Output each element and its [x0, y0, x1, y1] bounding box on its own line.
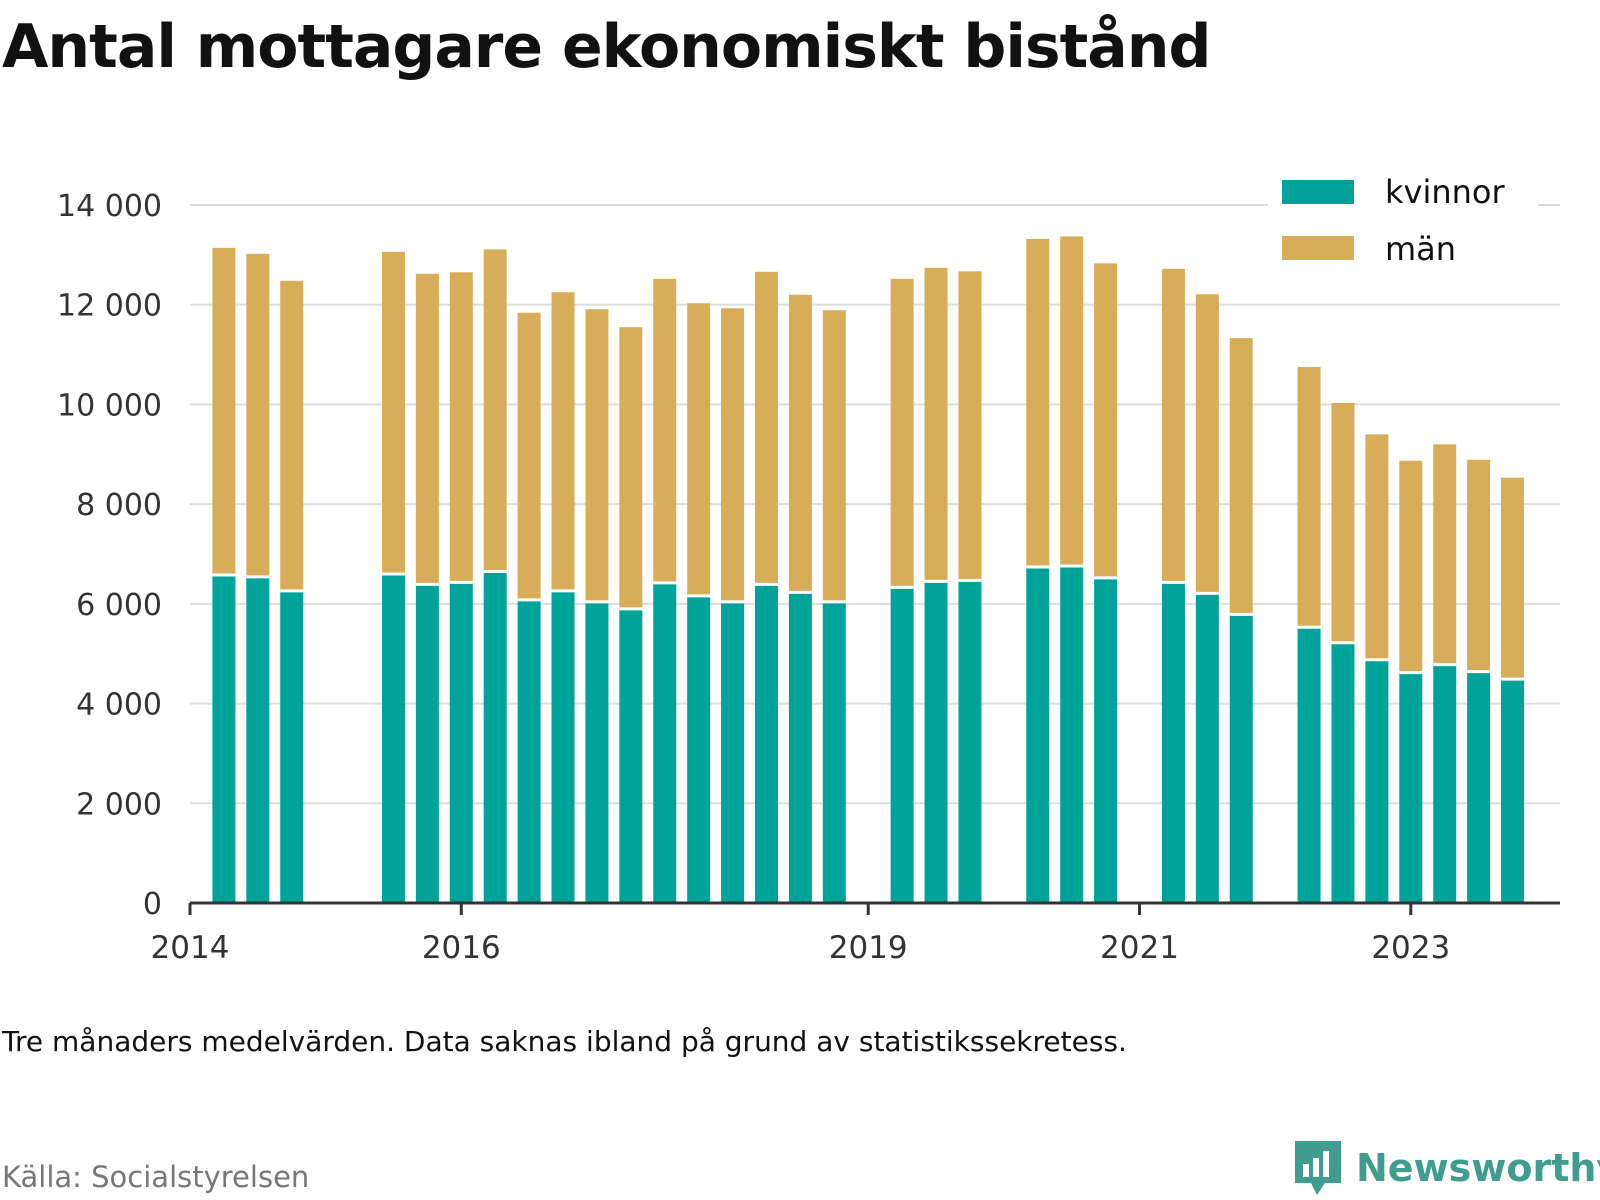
chart-note: Tre månaders medelvärden. Data saknas ib…	[2, 1025, 1127, 1058]
bar-man	[890, 278, 914, 588]
bar-kvinnor	[1433, 664, 1457, 903]
bar-kvinnor	[1161, 582, 1185, 903]
bar-kvinnor	[1501, 679, 1525, 903]
bar-man	[1331, 402, 1355, 643]
newsworthy-icon	[1295, 1141, 1341, 1195]
bar-kvinnor	[1467, 671, 1491, 903]
legend: kvinnor män	[1268, 168, 1538, 268]
bar-man	[1026, 238, 1050, 567]
bar-kvinnor	[449, 582, 473, 903]
bar-man	[1297, 367, 1321, 628]
bar-man	[1399, 460, 1423, 673]
bar-kvinnor	[1399, 672, 1423, 903]
y-tick-label: 10 000	[57, 388, 162, 423]
bar-man	[788, 294, 812, 593]
bar-kvinnor	[924, 581, 948, 903]
bar-man	[958, 271, 982, 581]
brand-name: Newsworthy	[1356, 1146, 1600, 1190]
bar-kvinnor	[890, 587, 914, 903]
bar-kvinnor	[1060, 565, 1084, 903]
bar-kvinnor	[1094, 577, 1118, 903]
bar-man	[687, 303, 711, 596]
bar-man	[1094, 263, 1118, 578]
bar-man	[721, 308, 745, 602]
bar-man	[924, 267, 948, 582]
bar-kvinnor	[1331, 642, 1355, 903]
chart-title: Antal mottagare ekonomiskt bistånd	[2, 12, 1211, 82]
chart-svg: 0 2 000 4 000 6 000 8 000 10 000 12 000 14 000 2…	[57, 168, 1560, 966]
x-tick-label: 2019	[829, 930, 908, 966]
bar-kvinnor	[212, 574, 236, 903]
bar-kvinnor	[721, 601, 745, 903]
bar-kvinnor	[822, 601, 846, 903]
x-tick-label: 2023	[1371, 930, 1450, 966]
bar-kvinnor	[1365, 659, 1389, 903]
bar-kvinnor	[1195, 593, 1219, 903]
bar-man	[246, 253, 270, 577]
bar-man	[653, 278, 677, 583]
bar-man	[585, 309, 609, 602]
source-label: Källa: Socialstyrelsen	[2, 1160, 310, 1194]
bar-man	[1467, 459, 1491, 672]
y-tick-label: 4 000	[76, 688, 162, 723]
bar-kvinnor	[585, 601, 609, 903]
y-tick-label: 14 000	[57, 189, 162, 224]
bar-man	[822, 310, 846, 602]
x-tick-label: 2016	[422, 930, 501, 966]
bar-kvinnor	[788, 592, 812, 903]
bar-kvinnor	[280, 590, 304, 903]
bar-man	[280, 280, 304, 591]
bar-kvinnor	[619, 608, 643, 903]
y-tick-label: 8 000	[76, 488, 162, 523]
y-tick-label: 0	[143, 887, 162, 922]
bar-kvinnor	[381, 573, 405, 903]
y-tick-label: 12 000	[57, 289, 162, 324]
bar-man	[415, 273, 439, 585]
bar-man	[1501, 477, 1525, 680]
bar-man	[1161, 268, 1185, 583]
legend-label-man: män	[1385, 230, 1456, 268]
bar-kvinnor	[754, 584, 778, 903]
bar-kvinnor	[1297, 627, 1321, 903]
bar-man	[449, 272, 473, 583]
bar-kvinnor	[1229, 614, 1253, 903]
bar-man	[212, 247, 236, 575]
y-tick-label: 2 000	[76, 787, 162, 822]
bar-man	[1060, 236, 1084, 566]
bar-man	[1229, 338, 1253, 615]
x-tick-label: 2014	[151, 930, 230, 966]
x-tick-label: 2021	[1100, 930, 1179, 966]
bar-man	[551, 292, 575, 591]
bar-kvinnor	[1026, 566, 1050, 903]
legend-swatch-kvinnor	[1282, 180, 1354, 204]
bar-man	[1195, 294, 1219, 594]
bar-kvinnor	[551, 590, 575, 903]
bar-kvinnor	[483, 571, 507, 903]
bar-man	[483, 249, 507, 572]
bar-kvinnor	[958, 580, 982, 903]
bar-man	[619, 327, 643, 609]
bar-man	[381, 251, 405, 574]
bar-kvinnor	[687, 595, 711, 903]
bar-kvinnor	[415, 584, 439, 903]
bar-man	[517, 312, 541, 600]
bar-man	[1365, 434, 1389, 660]
bar-kvinnor	[517, 599, 541, 903]
bar-kvinnor	[653, 582, 677, 903]
legend-label-kvinnor: kvinnor	[1385, 173, 1506, 211]
y-tick-label: 6 000	[76, 588, 162, 623]
bars	[212, 236, 1525, 903]
legend-swatch-man	[1282, 236, 1354, 260]
bar-man	[754, 271, 778, 585]
axes: 0 2 000 4 000 6 000 8 000 10 000 12 000 14 000 2…	[57, 189, 1560, 966]
bar-kvinnor	[246, 576, 270, 903]
newsworthy-logo[interactable]: Newsworthy	[1292, 1138, 1600, 1198]
bar-man	[1433, 444, 1457, 665]
